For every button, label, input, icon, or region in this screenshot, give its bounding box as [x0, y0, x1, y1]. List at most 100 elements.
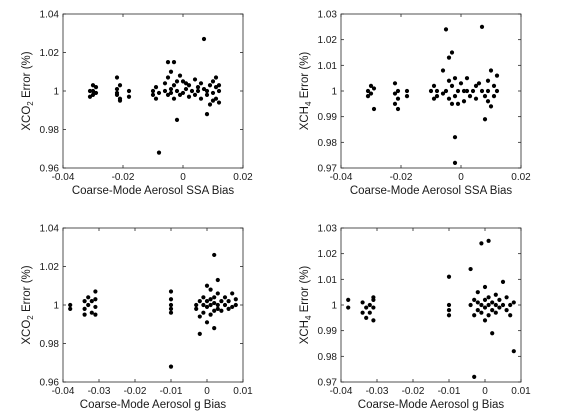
y-axis-label: XCO2 Error (%) — [21, 265, 35, 344]
y-tick-label: 1.04 — [40, 224, 60, 235]
y-tick-label: 1 — [331, 87, 337, 98]
y-tick-label: 1.02 — [318, 249, 338, 260]
data-point — [156, 90, 162, 96]
data-point — [168, 289, 174, 294]
data-point — [479, 241, 484, 246]
y-axis-label: XCH4 Error (%) — [299, 52, 313, 131]
data-point — [153, 85, 159, 90]
data-point — [404, 88, 410, 94]
y-tick-label: 0.96 — [40, 164, 60, 175]
x-tick-label: -0.04 — [330, 172, 353, 183]
chart-panel-bottom-right: -0.04 -0.03 -0.02 -0.01 0 0.01 0.97 0.98 0.99 1 1.… — [299, 224, 531, 412]
y-axis-label: XCH4 Error (%) — [299, 266, 313, 345]
data-point — [226, 306, 231, 311]
data-point — [461, 99, 467, 104]
y-tick-label: 0.97 — [318, 164, 338, 175]
data-point — [493, 292, 498, 297]
data-point — [177, 92, 183, 97]
data-point — [68, 306, 73, 311]
x-tick-label: -0.01 — [438, 386, 461, 397]
y-tick-label: 1 — [53, 87, 59, 98]
data-point — [449, 101, 455, 106]
data-point — [168, 86, 174, 92]
data-point — [114, 75, 120, 80]
y-tick-label: 1.01 — [318, 275, 338, 286]
y-tick-label: 1.02 — [40, 262, 60, 273]
data-point — [168, 90, 174, 96]
data-point — [192, 92, 198, 97]
data-point — [395, 88, 401, 94]
data-point — [467, 94, 473, 99]
data-point — [440, 91, 446, 96]
data-point — [215, 291, 220, 296]
data-point — [93, 85, 99, 90]
y-tick-label: 1.03 — [318, 224, 338, 235]
x-tick-label: -0.04 — [330, 386, 353, 397]
x-tick-label: -0.02 — [390, 172, 413, 183]
y-tick-label: 1 — [53, 301, 59, 312]
data-point — [222, 302, 228, 308]
data-point — [89, 310, 94, 315]
data-point — [93, 312, 98, 317]
x-tick-label: 0 — [482, 386, 488, 397]
data-point — [479, 302, 484, 308]
data-point — [194, 306, 199, 311]
data-point — [204, 92, 210, 97]
data-point — [204, 320, 210, 325]
data-point — [468, 302, 473, 308]
data-point — [212, 252, 217, 258]
data-point — [364, 315, 369, 320]
data-point — [204, 283, 210, 288]
data-point — [168, 69, 174, 74]
data-point — [490, 331, 495, 336]
x-tick-label: -0.02 — [124, 386, 147, 397]
x-tick-label: 0 — [180, 172, 186, 183]
data-point — [212, 326, 217, 331]
x-axis-label: Coarse-Mode Aerosol g Bias — [358, 399, 505, 411]
data-point — [168, 297, 174, 302]
data-point — [368, 83, 374, 88]
data-point — [189, 88, 195, 94]
y-tick-label: 1.01 — [318, 61, 338, 72]
data-point — [504, 308, 509, 313]
data-point — [486, 313, 491, 318]
data-point — [192, 77, 198, 82]
data-point — [511, 300, 516, 305]
data-point — [174, 117, 180, 122]
data-point — [367, 310, 372, 315]
data-point — [482, 117, 488, 122]
data-point — [482, 318, 488, 323]
data-point — [197, 331, 202, 336]
y-tick-label: 0.98 — [318, 352, 338, 363]
data-point — [153, 96, 159, 101]
data-point — [365, 88, 371, 94]
data-point — [476, 81, 482, 86]
data-point — [233, 302, 238, 308]
data-point — [508, 313, 513, 318]
y-tick-label: 0.96 — [40, 378, 60, 389]
data-point — [168, 364, 174, 369]
data-point — [219, 308, 224, 313]
data-point — [464, 76, 470, 81]
data-point — [455, 101, 461, 106]
data-point — [208, 312, 213, 317]
data-point — [482, 297, 488, 302]
data-point — [431, 83, 437, 88]
data-point — [431, 96, 437, 101]
data-point — [395, 106, 401, 112]
data-point — [490, 300, 495, 305]
x-tick-label: -0.01 — [160, 386, 183, 397]
data-point — [486, 238, 491, 243]
data-point — [485, 78, 491, 83]
y-tick-label: 0.98 — [318, 138, 338, 149]
data-point — [207, 83, 213, 88]
data-point — [210, 98, 216, 103]
data-point — [195, 85, 201, 90]
data-point — [197, 314, 202, 319]
data-point — [186, 94, 192, 99]
data-point — [434, 88, 440, 94]
data-point — [201, 86, 207, 92]
data-point — [180, 90, 186, 96]
data-point — [455, 88, 461, 94]
data-point — [114, 90, 120, 96]
